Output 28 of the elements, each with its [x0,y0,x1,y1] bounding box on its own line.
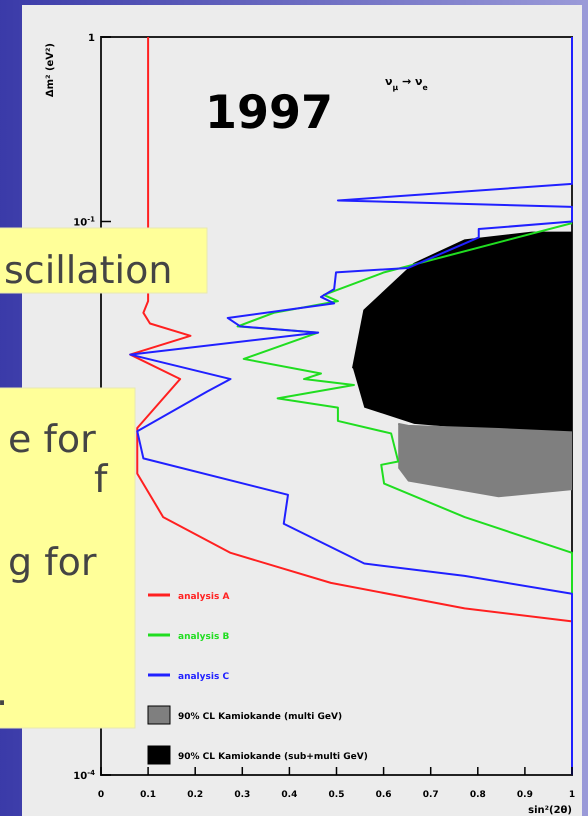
x-tick-label: 0.8 [470,790,486,800]
legend-label: analysis A [178,592,230,602]
x-tick-label: 0.3 [234,790,250,800]
annotation: ν$_{μ}$ → ν$_{e}$ [385,75,428,92]
x-tick-label: 0.5 [328,790,344,800]
legend-label: 90% CL Kamiokande (multi GeV) [178,712,342,722]
text: e for [8,417,96,461]
annotation: f [94,457,109,501]
text: . [0,670,8,714]
x-tick-label: 0.2 [187,790,204,800]
y-tick-label: 10$^{-4}$ [73,769,96,782]
x-tick-label: 0.9 [516,790,533,800]
x-tick-label: 0.1 [140,790,156,800]
annotation: scillation [4,248,172,292]
x-tick-label: 1 [568,790,576,800]
x-tick-label: 0.7 [422,790,439,800]
text: g for [8,540,97,584]
x-axis-title: sin²(2θ) [528,805,572,816]
y-tick-label: 10$^{-1}$ [73,216,96,228]
y-axis-title: Δm² (eV²) [45,43,56,98]
y-tick-label: 1 [88,33,96,44]
x-tick-label: 0.4 [281,790,298,800]
legend-label: analysis B [178,632,230,642]
x-tick-label: 0.6 [376,790,392,800]
legend-label: analysis C [178,672,230,682]
x-tick-label: 0 [98,790,104,800]
legend-label: 90% CL Kamiokande (sub+multi GeV) [178,752,368,762]
annotation: 1997 [205,85,334,139]
